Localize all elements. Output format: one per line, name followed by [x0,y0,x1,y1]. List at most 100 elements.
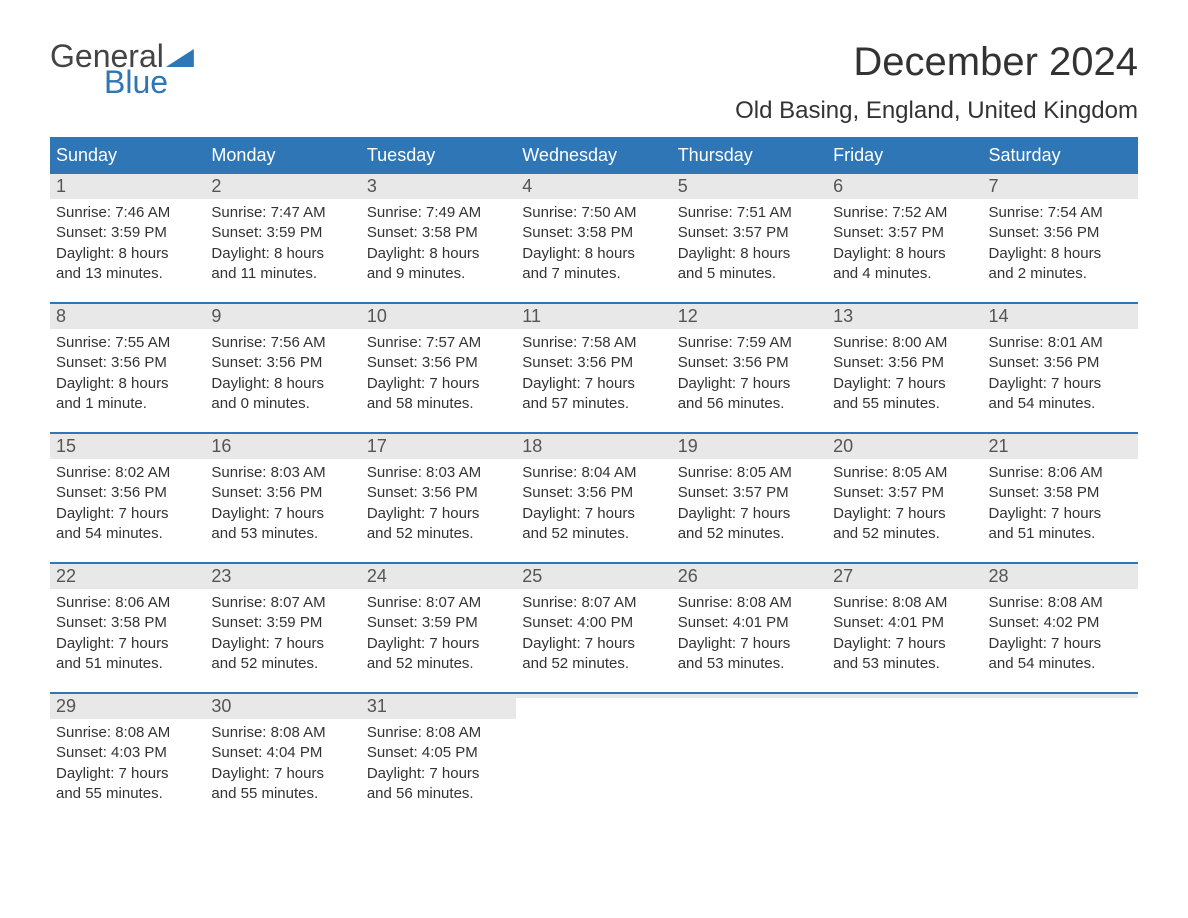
day-header-thu: Thursday [672,137,827,174]
day-detail-line: Daylight: 7 hours [989,634,1132,654]
calendar-day-cell: 18 Sunrise: 8:04 AMSunset: 3:56 PMDayligh… [516,434,671,562]
day-detail-line: and 52 minutes. [367,654,510,674]
day-detail-line: Sunrise: 8:06 AM [989,463,1132,483]
day-number: 16 [211,436,231,456]
day-detail-line: and 54 minutes. [989,394,1132,414]
day-detail-line: Sunset: 3:57 PM [833,483,976,503]
day-detail-line: Sunrise: 8:08 AM [989,593,1132,613]
day-number-row: 24 [361,564,516,589]
day-detail-line: Sunrise: 8:06 AM [56,593,199,613]
day-number-row: 14 [983,304,1138,329]
title-block: December 2024 Old Basing, England, Unite… [735,40,1138,125]
day-detail-line: Daylight: 7 hours [678,504,821,524]
day-detail-line: and 52 minutes. [522,524,665,544]
day-detail-line: Sunset: 3:57 PM [678,483,821,503]
day-number-row: 6 [827,174,982,199]
day-number: 18 [522,436,542,456]
day-detail-line: Sunset: 3:56 PM [211,353,354,373]
calendar-week: 22Sunrise: 8:06 AMSunset: 3:58 PMDayligh… [50,562,1138,692]
calendar-day-cell: 22Sunrise: 8:06 AMSunset: 3:58 PMDayligh… [50,564,205,692]
day-detail-line: Daylight: 8 hours [56,374,199,394]
day-details: Sunrise: 8:03 AMSunset: 3:56 PMDaylight:… [205,459,360,548]
day-detail-line: Sunrise: 8:05 AM [833,463,976,483]
month-title: December 2024 [735,40,1138,85]
calendar-day-cell: 17Sunrise: 8:03 AMSunset: 3:56 PMDayligh… [361,434,516,562]
day-details: Sunrise: 8:08 AMSunset: 4:01 PMDaylight:… [827,589,982,678]
day-detail-line: and 9 minutes. [367,264,510,284]
day-detail-line: Sunset: 3:57 PM [678,223,821,243]
day-number-row: 30 [205,694,360,719]
day-number: 6 [833,176,843,196]
day-detail-line: and 1 minute. [56,394,199,414]
day-detail-line: Sunrise: 7:47 AM [211,203,354,223]
day-detail-line: Sunset: 3:56 PM [522,483,665,503]
day-details: Sunrise: 8:08 AMSunset: 4:02 PMDaylight:… [983,589,1138,678]
day-detail-line: Daylight: 7 hours [367,634,510,654]
day-number-row: 7 [983,174,1138,199]
day-number-row: 18 [516,434,671,459]
calendar-day-cell: 2Sunrise: 7:47 AMSunset: 3:59 PMDaylight… [205,174,360,302]
day-number-row [827,694,982,698]
day-number-row: 2 [205,174,360,199]
day-details: Sunrise: 7:57 AMSunset: 3:56 PMDaylight:… [361,329,516,418]
day-details: Sunrise: 8:04 AMSunset: 3:56 PMDaylight:… [516,459,671,548]
day-number-row: 21 [983,434,1138,459]
day-detail-line: and 4 minutes. [833,264,976,284]
day-number-row: 15 [50,434,205,459]
day-detail-line: Sunrise: 8:03 AM [367,463,510,483]
day-details: Sunrise: 8:05 AMSunset: 3:57 PMDaylight:… [827,459,982,548]
day-detail-line: and 53 minutes. [833,654,976,674]
calendar-week: 8Sunrise: 7:55 AMSunset: 3:56 PMDaylight… [50,302,1138,432]
calendar-day-cell: 24Sunrise: 8:07 AMSunset: 3:59 PMDayligh… [361,564,516,692]
day-detail-line: Sunrise: 8:07 AM [367,593,510,613]
day-details: Sunrise: 7:46 AMSunset: 3:59 PMDaylight:… [50,199,205,288]
day-number-row: 23 [205,564,360,589]
day-number: 5 [678,176,688,196]
day-detail-line: Sunrise: 8:03 AM [211,463,354,483]
calendar-day-cell: 7Sunrise: 7:54 AMSunset: 3:56 PMDaylight… [983,174,1138,302]
calendar-day-cell: 20 Sunrise: 8:05 AMSunset: 3:57 PMDayligh… [827,434,982,562]
day-detail-line: and 51 minutes. [56,654,199,674]
day-details: Sunrise: 8:07 AMSunset: 3:59 PMDaylight:… [361,589,516,678]
day-detail-line: Sunset: 3:56 PM [56,483,199,503]
calendar-table: Sunday Monday Tuesday Wednesday Thursday… [50,137,1138,822]
day-detail-line: Sunset: 4:04 PM [211,743,354,763]
day-detail-line: Sunrise: 8:07 AM [522,593,665,613]
day-detail-line: Sunset: 3:56 PM [367,483,510,503]
day-number: 20 [833,436,853,456]
day-detail-line: Sunrise: 8:08 AM [56,723,199,743]
day-header-sat: Saturday [983,137,1138,174]
day-number-row: 10 [361,304,516,329]
calendar-day-cell: 13Sunrise: 8:00 AMSunset: 3:56 PMDayligh… [827,304,982,432]
day-detail-line: Daylight: 7 hours [678,634,821,654]
day-detail-line: Sunset: 3:57 PM [833,223,976,243]
calendar-day-cell: 29Sunrise: 8:08 AMSunset: 4:03 PMDayligh… [50,694,205,822]
day-header-row: Sunday Monday Tuesday Wednesday Thursday… [50,137,1138,174]
calendar-week: 29Sunrise: 8:08 AMSunset: 4:03 PMDayligh… [50,692,1138,822]
day-detail-line: Sunset: 3:58 PM [522,223,665,243]
day-detail-line: Daylight: 7 hours [833,374,976,394]
day-detail-line: Daylight: 7 hours [367,764,510,784]
day-details: Sunrise: 7:51 AMSunset: 3:57 PMDaylight:… [672,199,827,288]
day-detail-line: Daylight: 7 hours [522,374,665,394]
day-number-row: 3 [361,174,516,199]
calendar-day-cell: 23Sunrise: 8:07 AMSunset: 3:59 PMDayligh… [205,564,360,692]
day-detail-line: Sunset: 3:56 PM [211,483,354,503]
day-detail-line: Daylight: 8 hours [522,244,665,264]
day-number: 2 [211,176,221,196]
day-number-row: 28 [983,564,1138,589]
day-detail-line: Daylight: 8 hours [833,244,976,264]
day-detail-line: Sunrise: 8:05 AM [678,463,821,483]
day-number-row: 12 [672,304,827,329]
day-detail-line: and 0 minutes. [211,394,354,414]
day-number: 23 [211,566,231,586]
day-number-row: 13 [827,304,982,329]
day-detail-line: Sunrise: 7:46 AM [56,203,199,223]
day-number-row: 4 [516,174,671,199]
day-details: Sunrise: 8:03 AMSunset: 3:56 PMDaylight:… [361,459,516,548]
day-number: 28 [989,566,1009,586]
day-details: Sunrise: 8:02 AMSunset: 3:56 PMDaylight:… [50,459,205,548]
day-detail-line: Sunrise: 8:00 AM [833,333,976,353]
day-detail-line: Sunrise: 8:02 AM [56,463,199,483]
calendar-day-cell: 27Sunrise: 8:08 AMSunset: 4:01 PMDayligh… [827,564,982,692]
